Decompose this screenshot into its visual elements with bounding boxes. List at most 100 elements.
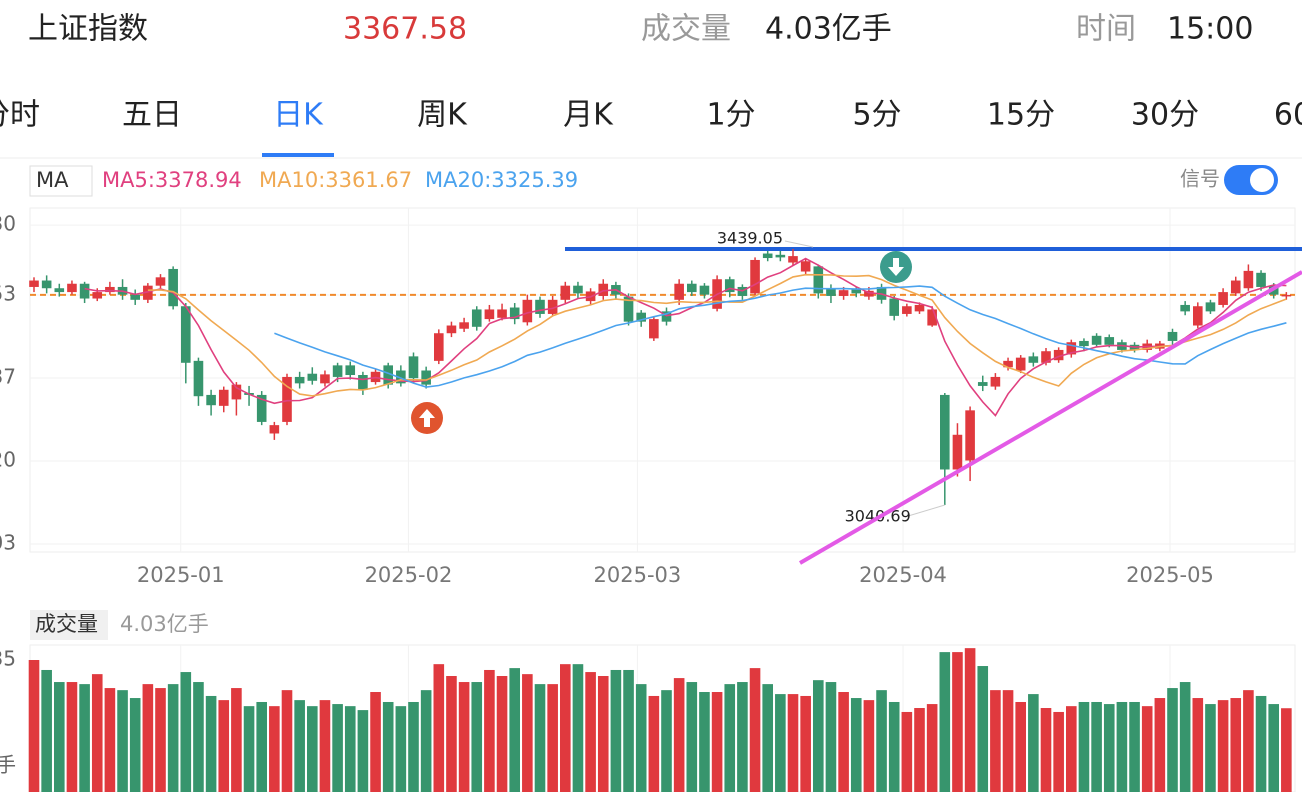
tab[interactable]: 月K bbox=[563, 98, 614, 133]
candle-body bbox=[1079, 340, 1089, 347]
candle-body bbox=[762, 253, 773, 259]
volume-bar bbox=[117, 690, 128, 792]
index-name: 上证指数 bbox=[28, 12, 148, 47]
y-tick-label: 3367.53 bbox=[0, 281, 16, 305]
candle-body bbox=[864, 290, 874, 297]
candle-body bbox=[813, 266, 824, 294]
volume-bar bbox=[787, 694, 799, 792]
volume-bar bbox=[1154, 698, 1166, 792]
candle-body bbox=[1041, 351, 1051, 363]
candle-body bbox=[67, 283, 77, 293]
high-label: 3439.05 bbox=[717, 229, 783, 248]
tab[interactable]: 1分 bbox=[706, 98, 755, 133]
sell-signal[interactable] bbox=[880, 251, 912, 283]
ma-line bbox=[274, 285, 1287, 388]
candle-body bbox=[724, 279, 735, 293]
volume-bar bbox=[914, 708, 925, 792]
volume-bar bbox=[41, 669, 52, 792]
candle-body bbox=[231, 384, 242, 400]
volume-bar bbox=[1129, 701, 1140, 792]
candle-body bbox=[1281, 294, 1292, 297]
candle-body bbox=[965, 410, 975, 461]
volume-bar bbox=[66, 682, 78, 792]
volume-bar bbox=[1243, 690, 1254, 792]
candle-body bbox=[396, 370, 406, 384]
volume-bar bbox=[420, 690, 432, 792]
volume-bar bbox=[1091, 701, 1102, 792]
volume-bar bbox=[699, 692, 710, 792]
volume-bar bbox=[990, 690, 1001, 792]
ma-legend: MA20:3325.39 bbox=[425, 168, 578, 192]
volume-bar bbox=[382, 701, 394, 792]
volume-bar bbox=[307, 706, 318, 792]
candle-body bbox=[800, 261, 811, 272]
candle-body bbox=[977, 382, 988, 386]
volume-bar bbox=[635, 684, 647, 792]
volume-bar bbox=[939, 652, 951, 792]
candle-body bbox=[838, 290, 849, 296]
candle-body bbox=[105, 286, 115, 293]
ma-box bbox=[29, 165, 93, 197]
candle-body bbox=[345, 365, 356, 376]
tab[interactable]: 分时 bbox=[0, 98, 40, 133]
candle-body bbox=[509, 307, 520, 320]
candle-body bbox=[1066, 342, 1077, 355]
y-tick-label: 3476.30 bbox=[0, 212, 16, 236]
volume-bar bbox=[446, 676, 457, 792]
volume-bar bbox=[1217, 700, 1229, 792]
ma-line bbox=[84, 257, 1287, 417]
volume-bar bbox=[205, 695, 217, 792]
signal-toggle[interactable] bbox=[1224, 165, 1278, 195]
tab[interactable]: 60分 bbox=[1274, 98, 1302, 133]
candle-body bbox=[358, 375, 368, 390]
volume-bar bbox=[28, 660, 40, 792]
candle-body bbox=[940, 394, 950, 470]
tab-bar: 分时 五日 日K 周K 月K 1分 5分 15分 30分 60分 bbox=[0, 98, 1302, 157]
volume-bar bbox=[370, 692, 381, 792]
candle-body bbox=[155, 277, 166, 286]
candle-body bbox=[914, 304, 925, 312]
volume-bar bbox=[888, 701, 900, 792]
candle-body bbox=[143, 285, 153, 300]
tab[interactable]: 30分 bbox=[1131, 98, 1199, 133]
candle-body bbox=[1028, 356, 1039, 363]
candle-body bbox=[1003, 360, 1013, 368]
down-arrow bbox=[888, 258, 904, 276]
candle-body bbox=[294, 376, 305, 384]
candle-body bbox=[674, 283, 684, 300]
volume-bar bbox=[1103, 704, 1115, 792]
volume-bar bbox=[813, 680, 824, 792]
volume-bar bbox=[1179, 682, 1191, 792]
x-tick-label: 2025-04 bbox=[859, 563, 947, 587]
volume-bar bbox=[509, 668, 520, 792]
volume-label: 成交量 bbox=[641, 12, 731, 47]
volume-total: 4.03亿手 bbox=[120, 612, 209, 636]
volume-title: 成交量 bbox=[35, 612, 98, 636]
tab[interactable]: 日K bbox=[273, 98, 324, 133]
candle-body bbox=[1104, 337, 1115, 345]
volume-bar bbox=[800, 695, 811, 792]
volume-bar bbox=[1167, 688, 1178, 792]
candle-body bbox=[750, 259, 760, 294]
buy-signal[interactable] bbox=[411, 402, 443, 434]
tab[interactable]: 五日 bbox=[122, 98, 182, 133]
tab[interactable]: 周K bbox=[417, 98, 468, 133]
candle-body bbox=[29, 280, 39, 287]
volume-bar bbox=[332, 704, 343, 792]
candle-body bbox=[990, 376, 1001, 387]
tab[interactable]: 15分 bbox=[987, 98, 1055, 133]
volume-bar bbox=[269, 706, 280, 792]
volume-bar bbox=[1255, 695, 1267, 792]
volume-bar bbox=[673, 678, 685, 792]
candle-body bbox=[560, 285, 571, 300]
volume-bar bbox=[977, 666, 989, 792]
candle-body bbox=[1015, 357, 1026, 371]
volume-bar bbox=[91, 674, 103, 792]
candle-body bbox=[130, 294, 140, 300]
candle-body bbox=[459, 322, 469, 329]
volume-bar bbox=[243, 706, 255, 792]
toggle-knob[interactable] bbox=[1250, 168, 1274, 192]
tab[interactable]: 5分 bbox=[852, 98, 901, 133]
ma-line bbox=[147, 273, 1287, 397]
volume-bar bbox=[1028, 694, 1039, 792]
